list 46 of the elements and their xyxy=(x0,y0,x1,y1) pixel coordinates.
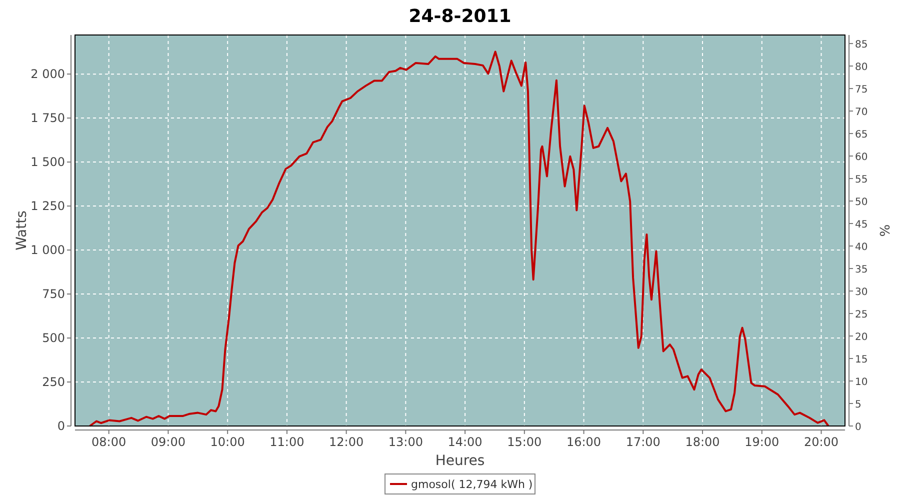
y2-tick-label: 65 xyxy=(855,130,868,141)
y2-tick-label: 80 xyxy=(855,62,868,74)
y2-axis-title: % xyxy=(876,224,891,237)
y2-tick-label: 55 xyxy=(855,174,868,186)
chart-title: 24-8-2011 xyxy=(408,6,512,27)
y2-tick-label: 20 xyxy=(855,332,868,344)
y-tick-label: 1 500 xyxy=(30,155,65,170)
y2-tick-label: 10 xyxy=(855,377,868,388)
y-tick-label: 750 xyxy=(42,287,65,302)
y-axis-title: Watts xyxy=(14,210,30,250)
y-tick-label: 250 xyxy=(42,375,65,390)
x-tick-label: 13:00 xyxy=(388,435,423,449)
x-tick-label: 16:00 xyxy=(566,435,602,449)
y2-tick-label: 40 xyxy=(855,242,868,254)
x-tick-label: 17:00 xyxy=(626,435,660,449)
x-tick-label: 09:00 xyxy=(150,435,186,449)
x-tick-label: 20:00 xyxy=(804,435,839,449)
y2-tick-label: 85 xyxy=(855,40,868,51)
y2-tick-label: 5 xyxy=(855,400,862,411)
x-tick-label: 18:00 xyxy=(685,435,720,449)
y2-tick-label: 45 xyxy=(855,220,868,231)
x-tick-label: 19:00 xyxy=(744,435,780,449)
y-tick-label: 1 250 xyxy=(30,199,65,214)
x-tick-label: 08:00 xyxy=(92,435,126,449)
y-tick-label: 500 xyxy=(42,331,65,346)
x-tick-label: 12:00 xyxy=(329,435,364,449)
y2-tick-label: 35 xyxy=(855,264,868,276)
x-tick-label: 14:00 xyxy=(448,435,482,449)
y2-tick-label: 30 xyxy=(855,287,868,298)
y2-tick-label: 70 xyxy=(855,107,868,118)
y-tick-label: 2 000 xyxy=(30,67,65,82)
x-tick-label: 11:00 xyxy=(270,435,304,449)
y2-tick-label: 60 xyxy=(855,152,868,164)
x-axis-title: Heures xyxy=(435,453,485,469)
y2-tick-label: 15 xyxy=(855,354,868,366)
y2-tick-label: 25 xyxy=(855,310,868,321)
x-tick-label: 10:00 xyxy=(210,435,245,449)
y2-tick-label: 0 xyxy=(855,422,862,433)
y2-tick-label: 75 xyxy=(855,84,868,96)
y-tick-label: 0 xyxy=(57,419,65,433)
legend-label: gmosol( 12,794 kWh ) xyxy=(411,478,533,491)
line-series xyxy=(88,50,830,427)
x-tick-label: 15:00 xyxy=(507,435,542,449)
y2-tick-label: 50 xyxy=(855,197,868,208)
y-tick-label: 1 000 xyxy=(30,243,65,258)
y-tick-label: 1 750 xyxy=(30,111,65,126)
